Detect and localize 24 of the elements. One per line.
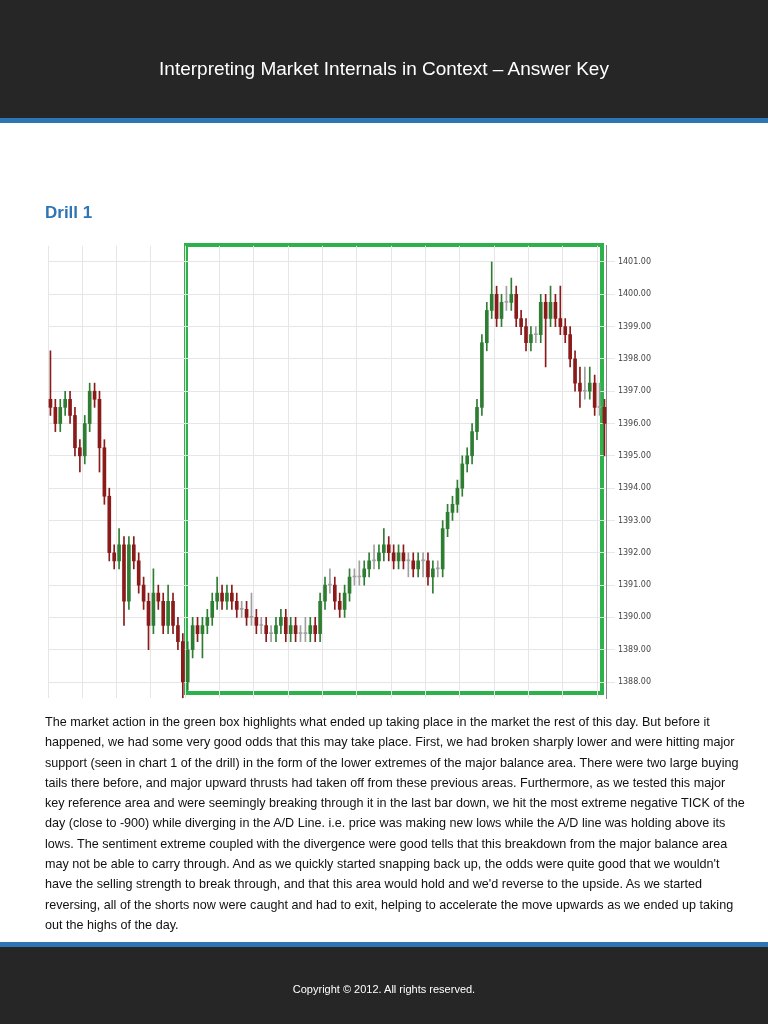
candlestick xyxy=(431,560,435,594)
text: Copyright © 2012. All rights reserved. xyxy=(291,983,477,995)
text: The market action in the green box highlights what ended up taking place in the market the rest of this day. But before it happened, we had some very good odds that this may take place. First, we had broken sharply lower and were hitting major support (seen in chart 1 of the drill) in the form of the lower extremes of the major balance area. There were two large buying tails there before, and major upward thrusts had taken off from these previous areas. Furthermore, as we tested this major key reference area and were seemingly breaking through it in the last bar down, we hit the most extreme negative TICK of the day (close to -900) while diverging in the A/D Line. i.e. price was making new lows while the A/D line was holding above its lows. The sentiment extreme coupled with the divergence were good tells that this breakdown from the major balance area may not be able to carry through. And as we quickly started snapping back up, the odds were quite good that we wouldn't have the selling strength to break through, and that this area would hold and we'd reverse to the upside. As we started reversing, all of the shorts now were caught and had to exit, helping to accelerate the move upwards as we ended up taking out the highs of the day. xyxy=(45,715,745,932)
candlestick xyxy=(583,366,587,400)
y-tick-label: 1395.00 xyxy=(617,450,652,460)
y-tick-label: 1390.00 xyxy=(617,612,652,622)
y-tick-label: 1392.00 xyxy=(617,547,652,557)
y-tick-label: 1396.00 xyxy=(617,418,652,428)
y-tick-label: 1399.00 xyxy=(617,321,652,331)
candlestick xyxy=(534,326,538,344)
chart-subtitle: Drill 1 xyxy=(45,203,93,223)
candlestick xyxy=(259,617,264,634)
y-tick-label: 1400.00 xyxy=(617,289,652,299)
chart-title: Interpreting Market Internals in Context – Answer Key xyxy=(158,58,610,80)
y-tick-label: 1398.00 xyxy=(617,353,652,363)
y-tick-label: 1394.00 xyxy=(617,483,652,493)
y-tick-label: 1401.00 xyxy=(617,257,652,267)
y-tick-label: 1393.00 xyxy=(617,515,652,525)
y-tick-label: 1397.00 xyxy=(617,386,652,396)
y-tick-label: 1391.00 xyxy=(617,580,652,590)
candlestick xyxy=(578,366,582,408)
candlestick xyxy=(269,625,273,642)
y-tick-label: 1389.00 xyxy=(617,644,652,654)
y-tick-label: 1388.00 xyxy=(617,677,652,687)
